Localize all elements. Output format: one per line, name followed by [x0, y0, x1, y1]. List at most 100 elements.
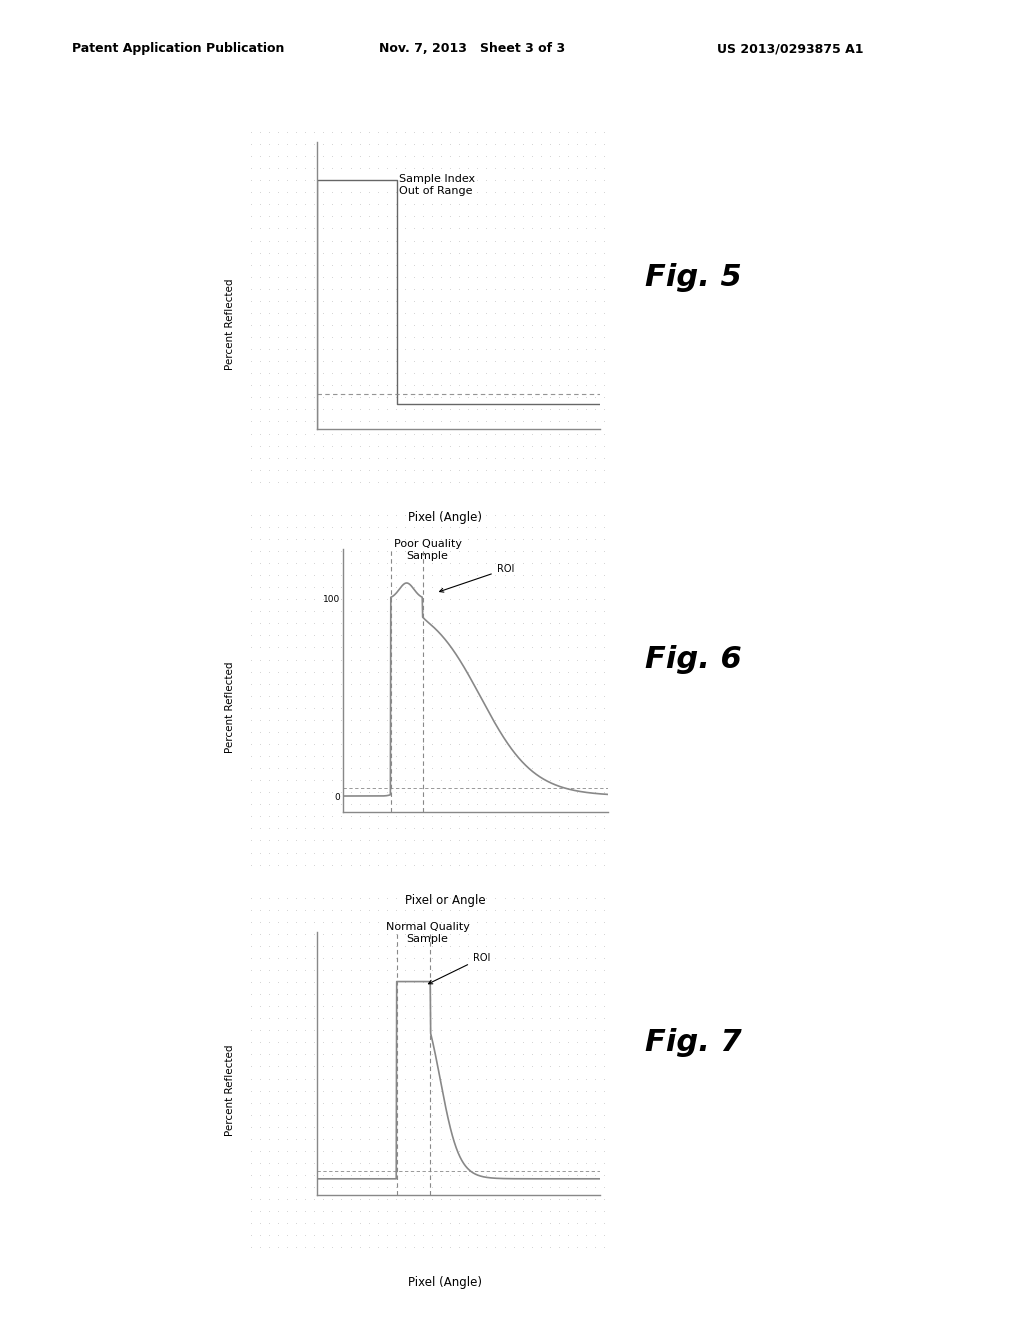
Point — [460, 854, 476, 875]
Point — [497, 242, 513, 263]
Point — [560, 267, 577, 288]
Point — [270, 242, 287, 263]
Point — [514, 170, 530, 191]
Point — [478, 121, 495, 143]
Point — [487, 314, 504, 335]
Point — [279, 899, 295, 920]
Point — [351, 1152, 368, 1173]
Point — [523, 279, 540, 300]
Point — [288, 612, 304, 634]
Point — [270, 899, 287, 920]
Point — [360, 972, 377, 993]
Point — [433, 911, 450, 932]
Point — [415, 842, 431, 863]
Point — [596, 387, 612, 408]
Point — [560, 1104, 577, 1125]
Point — [551, 255, 567, 276]
Point — [297, 255, 313, 276]
Point — [551, 911, 567, 932]
Point — [415, 255, 431, 276]
Point — [288, 375, 304, 396]
Point — [469, 805, 485, 826]
Point — [560, 972, 577, 993]
Point — [252, 948, 268, 969]
Point — [487, 746, 504, 767]
Point — [342, 781, 358, 803]
Point — [451, 721, 467, 742]
Point — [333, 242, 349, 263]
Point — [261, 1201, 278, 1222]
Point — [360, 1129, 377, 1150]
Point — [406, 818, 422, 840]
Point — [596, 540, 612, 561]
Point — [315, 805, 332, 826]
Point — [497, 182, 513, 203]
Point — [460, 553, 476, 574]
Point — [379, 995, 395, 1016]
Point — [506, 133, 522, 154]
Point — [424, 157, 440, 178]
Point — [388, 697, 404, 718]
Point — [360, 960, 377, 981]
Point — [596, 471, 612, 492]
Point — [542, 1225, 558, 1246]
Point — [424, 1176, 440, 1197]
Point — [270, 911, 287, 932]
Point — [523, 422, 540, 444]
Point — [551, 673, 567, 694]
Point — [497, 589, 513, 610]
Point — [243, 447, 259, 469]
Point — [551, 363, 567, 384]
Point — [396, 685, 413, 706]
Point — [514, 638, 530, 659]
Point — [451, 1176, 467, 1197]
Point — [351, 818, 368, 840]
Point — [523, 540, 540, 561]
Point — [460, 302, 476, 323]
Point — [388, 459, 404, 480]
Point — [523, 983, 540, 1005]
Point — [424, 1213, 440, 1234]
Point — [578, 624, 594, 645]
Point — [568, 818, 585, 840]
Point — [261, 854, 278, 875]
Point — [451, 1213, 467, 1234]
Point — [514, 338, 530, 359]
Point — [351, 830, 368, 851]
Point — [279, 911, 295, 932]
Point — [252, 911, 268, 932]
Point — [252, 242, 268, 263]
Point — [279, 351, 295, 372]
Point — [297, 351, 313, 372]
Point — [578, 338, 594, 359]
Point — [596, 830, 612, 851]
Point — [497, 387, 513, 408]
Point — [261, 471, 278, 492]
Point — [532, 338, 549, 359]
Point — [315, 540, 332, 561]
Point — [379, 854, 395, 875]
Point — [424, 326, 440, 347]
Point — [587, 255, 603, 276]
Point — [270, 121, 287, 143]
Point — [270, 326, 287, 347]
Point — [360, 1225, 377, 1246]
Point — [306, 504, 323, 525]
Point — [578, 504, 594, 525]
Point — [379, 540, 395, 561]
Point — [442, 661, 459, 682]
Point — [506, 793, 522, 814]
Point — [451, 1188, 467, 1209]
Point — [596, 649, 612, 671]
Point — [578, 1152, 594, 1173]
Point — [523, 459, 540, 480]
Point — [342, 995, 358, 1016]
Point — [451, 948, 467, 969]
Point — [325, 818, 341, 840]
Point — [243, 399, 259, 420]
Point — [360, 447, 377, 469]
Point — [497, 612, 513, 634]
Point — [415, 793, 431, 814]
Point — [342, 1032, 358, 1053]
Point — [506, 995, 522, 1016]
